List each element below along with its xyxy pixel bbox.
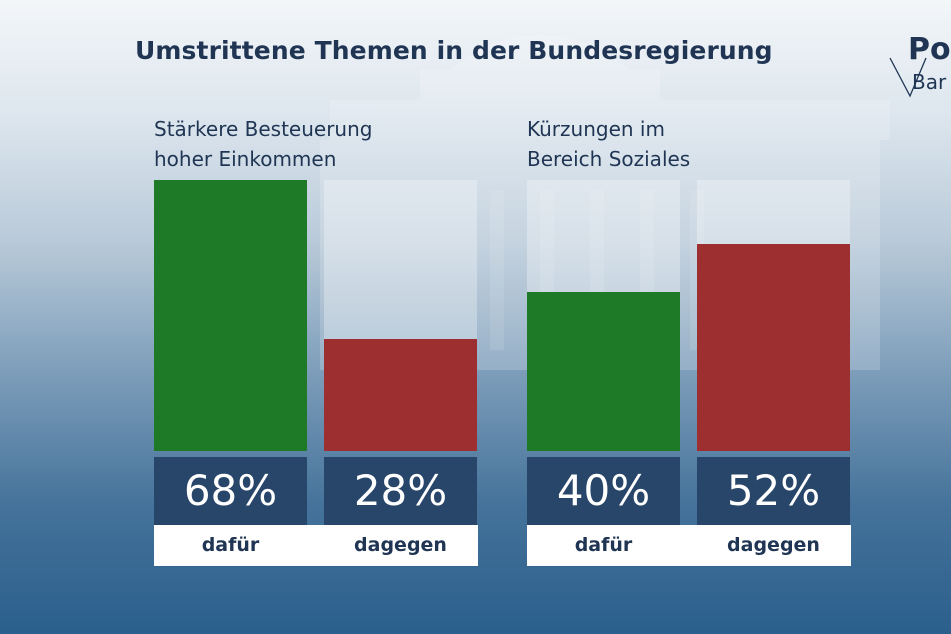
panel-title-line: Kürzungen im	[527, 117, 665, 141]
chart-panel-besteuerung: Stärkere Besteuerung hoher Einkommen 68%…	[154, 117, 478, 566]
bar-slot	[527, 180, 680, 451]
chart-panel-kuerzungen: Kürzungen im Bereich Soziales 40% 52% da…	[527, 117, 851, 566]
chart-title: Umstrittene Themen in der Bundesregierun…	[135, 36, 773, 65]
category-label-dafuer: dafür	[201, 534, 260, 556]
bar-slot	[154, 180, 307, 451]
logo-mark	[889, 57, 927, 98]
category-strip	[154, 525, 478, 566]
bar-dagegen	[324, 339, 477, 451]
category-label-dafuer: dafür	[574, 534, 633, 556]
category-label-dagegen: dagegen	[354, 534, 447, 556]
value-label-dafuer: 40%	[527, 457, 680, 525]
brand-logo: Po Bar	[886, 30, 951, 100]
bar-dagegen	[697, 244, 850, 451]
bar-slot	[697, 180, 850, 451]
panel-title-line: Bereich Soziales	[527, 147, 691, 171]
panel-title: Kürzungen im Bereich Soziales	[527, 114, 857, 174]
bar-dafuer	[154, 180, 307, 451]
logo-text-line2: Bar	[912, 70, 947, 94]
value-label-dafuer: 68%	[154, 457, 307, 525]
panel-title-line: hoher Einkommen	[154, 147, 337, 171]
bar-slot	[324, 180, 477, 451]
panel-title-line: Stärkere Besteuerung	[154, 117, 373, 141]
logo-text-line1: Po	[908, 32, 951, 67]
value-label-dagegen: 28%	[324, 457, 477, 525]
category-strip	[527, 525, 851, 566]
bar-dafuer	[527, 292, 680, 451]
panel-title: Stärkere Besteuerung hoher Einkommen	[154, 114, 484, 174]
category-label-dagegen: dagegen	[727, 534, 820, 556]
value-label-dagegen: 52%	[697, 457, 850, 525]
